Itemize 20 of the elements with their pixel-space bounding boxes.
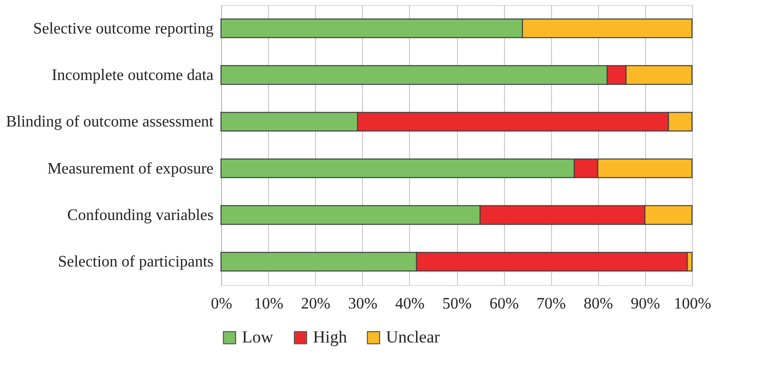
x-tick-label: 40%: [395, 296, 425, 312]
x-tick-label: 100%: [674, 296, 712, 312]
y-tick-label: Selective outcome reporting: [33, 20, 214, 38]
y-tick-label: Confounding variables: [67, 207, 214, 224]
x-tick-label: 80%: [584, 296, 613, 312]
x-tick-label: 0%: [210, 296, 232, 312]
legend-label: Unclear: [386, 328, 440, 347]
y-tick-label: Blinding of outcome assessment: [6, 114, 214, 131]
x-tick-label: 70%: [536, 296, 566, 312]
x-tick-label: 20%: [301, 296, 330, 312]
legend-label: Low: [242, 328, 274, 347]
legend-label: High: [313, 328, 348, 347]
x-tick-label: 10%: [254, 296, 284, 312]
y-tick-label: Incomplete outcome data: [52, 67, 214, 84]
x-tick-label: 30%: [348, 296, 378, 312]
x-tick-label: 60%: [489, 296, 519, 312]
y-tick-label: Selection of participants: [58, 254, 214, 271]
x-tick-label: 50%: [442, 296, 472, 312]
y-tick-label: Measurement of exposure: [47, 160, 214, 178]
x-tick-label: 90%: [630, 296, 660, 312]
